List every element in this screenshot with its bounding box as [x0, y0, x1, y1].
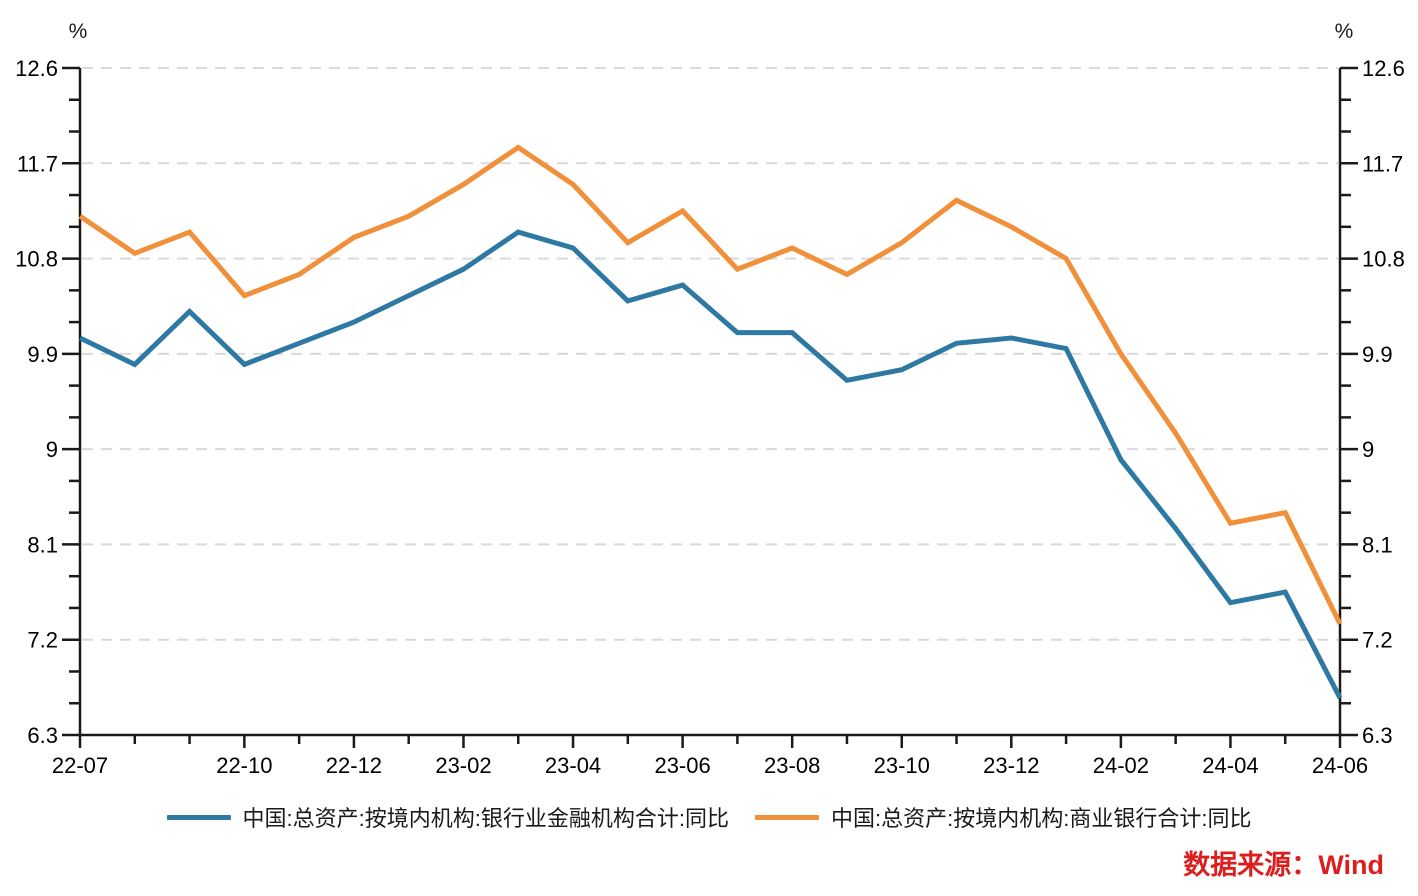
y-axis-label-right: 11.7 [1362, 151, 1403, 176]
y-axis-label-right: 10.8 [1362, 247, 1405, 272]
x-axis-label: 23-02 [435, 753, 491, 778]
x-axis-label: 23-10 [874, 753, 930, 778]
x-axis-label: 23-12 [983, 753, 1039, 778]
x-axis-label: 22-12 [326, 753, 382, 778]
y-axis-label-left: 12.6 [15, 56, 58, 81]
x-axis-label: 23-06 [654, 753, 710, 778]
x-axis-label: 22-10 [216, 753, 272, 778]
legend: 中国:总资产:按境内机构:银行业金融机构合计:同比 中国:总资产:按境内机构:商… [0, 801, 1418, 833]
series-line-1 [78, 144, 1343, 625]
legend-swatch-blue-line [166, 814, 231, 820]
y-axis-label-right: 12.6 [1362, 56, 1405, 81]
y-axis-label-left: 9 [46, 437, 58, 462]
y-axis-label-left: 10.8 [15, 247, 58, 272]
y-axis-unit-left: % [69, 20, 88, 43]
y-axis-label-left: 11.7 [17, 151, 58, 176]
y-axis-label-left: 9.9 [27, 342, 58, 367]
y-axis-label-right: 7.2 [1362, 628, 1393, 653]
x-axis-label: 24-06 [1312, 753, 1368, 778]
legend-swatch-orange-line [755, 814, 819, 820]
source-note: 数据来源：Wind [1183, 850, 1384, 880]
x-axis-label: 23-08 [764, 753, 820, 778]
y-axis-label-right: 8.1 [1362, 532, 1393, 557]
x-axis-label: 24-02 [1093, 753, 1149, 778]
x-axis-label: 24-04 [1202, 753, 1258, 778]
y-axis-label-right: 9 [1362, 437, 1374, 462]
y-axis-label-left: 6.3 [27, 723, 58, 748]
legend-label-commercial-banks: 中国:总资产:按境内机构:商业银行合计:同比 [831, 806, 1252, 831]
x-axis-label: 22-07 [52, 753, 108, 778]
legend-item-commercial-banks: 中国:总资产:按境内机构:商业银行合计:同比 [755, 801, 1251, 833]
series-line-0 [78, 229, 1343, 700]
y-axis-label-left: 7.2 [27, 628, 58, 653]
x-axis-label: 23-04 [545, 753, 601, 778]
y-axis-label-right: 9.9 [1362, 342, 1393, 367]
legend-item-banking-institutions: 中国:总资产:按境内机构:银行业金融机构合计:同比 [166, 801, 729, 833]
y-axis-label-left: 8.1 [27, 532, 58, 557]
legend-label-banking-institutions: 中国:总资产:按境内机构:银行业金融机构合计:同比 [242, 806, 729, 831]
y-axis-label-right: 6.3 [1362, 723, 1393, 748]
y-axis-unit-right: % [1335, 20, 1354, 43]
